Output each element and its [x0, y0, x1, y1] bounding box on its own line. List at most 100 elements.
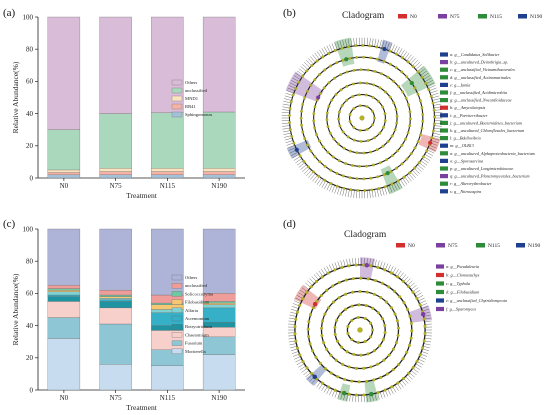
tree-node: [386, 140, 390, 143]
tree-node: [420, 75, 424, 79]
tree-node: [398, 295, 402, 299]
tree-branch: [300, 66, 307, 72]
legend-label: Solicoccozyma: [185, 291, 213, 296]
tree-node: [312, 112, 316, 116]
tree-branch: [434, 125, 442, 127]
tree-node: [346, 135, 350, 139]
tree-branch: [429, 87, 437, 91]
legend-swatch: [171, 79, 183, 86]
tree-node: [425, 149, 429, 153]
tree-node: [289, 100, 293, 104]
tree-node: [327, 81, 331, 85]
tree-node: [365, 81, 369, 85]
tree-node: [347, 264, 351, 268]
tree-node: [335, 171, 339, 175]
tree-branch: [434, 112, 443, 114]
tree-node: [344, 162, 348, 165]
tree-branch: [326, 183, 331, 191]
tree-node: [325, 347, 329, 351]
tree-branch: [319, 49, 324, 57]
tree-node: [421, 155, 425, 159]
bar-segment: [202, 16, 236, 113]
tree-node: [394, 66, 398, 70]
tree-node: [421, 119, 425, 123]
tree-node: [358, 290, 362, 294]
tree-node: [396, 381, 400, 385]
tree-branch: [432, 132, 441, 135]
tree-node: [327, 52, 331, 55]
tree-node: [311, 170, 315, 174]
y-tick-label: 80: [26, 46, 34, 54]
tree-node: [375, 57, 379, 61]
legend-swatch: [171, 274, 183, 281]
bar-segment: [99, 16, 132, 114]
tree-branch: [282, 103, 291, 106]
tree-node: [306, 327, 310, 331]
tree-branch: [290, 308, 298, 312]
group-label: N115: [490, 14, 502, 20]
tree-branch: [399, 381, 404, 388]
y-axis-title: Relative Abundance(%): [11, 273, 20, 345]
tree-node: [369, 150, 372, 154]
cladogram-title: Cladogram: [344, 230, 387, 240]
tree-node: [340, 46, 344, 50]
tree-node: [397, 84, 400, 88]
key-label: d: g__Filobasidium: [446, 290, 479, 295]
tree-node: [365, 290, 369, 294]
key-swatch: [440, 98, 448, 103]
legend-swatch: [171, 324, 183, 330]
tree-node: [401, 357, 405, 361]
bar-segment: [47, 294, 81, 297]
tree-node: [411, 290, 415, 294]
legend-label: Botryotrichum: [185, 324, 212, 329]
tree-node: [340, 345, 344, 349]
key-swatch: [440, 136, 448, 141]
key-label: i: g__Parviterribacter: [450, 113, 488, 118]
tree-node: [396, 179, 400, 183]
tree-node: [418, 303, 422, 307]
bar-segment: [99, 168, 132, 172]
y-tick-label: 0: [30, 174, 34, 182]
tree-node: [358, 81, 362, 85]
tree-node: [333, 325, 337, 329]
key-swatch: [436, 306, 444, 312]
tree-node: [383, 331, 387, 335]
bar-segment: [47, 288, 81, 291]
tree-node: [337, 159, 341, 163]
key-swatch: [440, 113, 448, 118]
tree-node: [371, 95, 375, 99]
tree-branch: [423, 314, 431, 317]
tree-node: [299, 116, 303, 120]
group-label: N190: [528, 243, 540, 249]
tree-branch: [412, 170, 418, 176]
tree-node: [305, 366, 309, 370]
tree-branch: [392, 386, 397, 393]
tree-node: [325, 118, 329, 122]
tree-branch: [323, 267, 328, 274]
biomarker-node: [428, 140, 433, 145]
tree-branch: [326, 45, 331, 53]
tree-node: [380, 281, 384, 285]
key-label: b: g__uncultured_Deinobrigia_sp.: [450, 60, 508, 65]
bar-segment: [47, 338, 81, 391]
tree-node: [337, 117, 341, 121]
tree-node: [371, 328, 375, 332]
tree-branch: [282, 127, 291, 130]
tree-node: [383, 119, 387, 122]
tree-node: [300, 123, 303, 127]
tree-node: [339, 73, 342, 77]
bar-segment: [202, 111, 236, 169]
biomarker-node: [369, 391, 374, 397]
tree-node: [335, 184, 339, 188]
tree-branch: [293, 75, 301, 80]
tree-node: [383, 323, 387, 327]
bar-segment: [99, 113, 132, 169]
tree-node: [369, 264, 373, 268]
tree-node: [351, 95, 355, 98]
bar-segment: [99, 323, 132, 365]
tree-branch: [410, 285, 417, 290]
tree-branch: [393, 45, 398, 53]
tree-node: [306, 143, 309, 147]
tree-node: [375, 148, 379, 152]
tree-branch: [295, 297, 302, 302]
